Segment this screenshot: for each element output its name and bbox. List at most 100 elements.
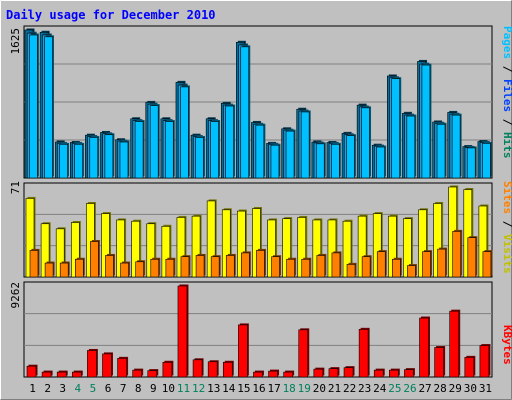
bar-pages-7 (119, 141, 129, 179)
bar-pages-17 (270, 144, 280, 179)
bar-pages-27 (421, 64, 431, 179)
bar-sites-1 (29, 250, 39, 278)
x-tick-label-10: 10 (162, 382, 175, 395)
bar-sites-6 (105, 255, 114, 278)
bar-pages-30 (466, 147, 476, 179)
panel-2 (23, 182, 493, 278)
bar-sites-17 (271, 256, 280, 278)
bar-kbytes-8 (132, 369, 142, 378)
bar-pages-1 (29, 34, 38, 179)
bar-pages-11 (180, 86, 189, 179)
bar-sites-15 (241, 252, 250, 278)
x-tick-label-5: 5 (90, 382, 97, 395)
x-tick-label-21: 21 (328, 382, 341, 395)
bar-sites-30 (467, 237, 477, 278)
bar-sites-28 (437, 248, 446, 278)
bar-kbytes-22 (343, 367, 354, 378)
x-tick-label-22: 22 (343, 382, 356, 395)
x-tick-label-4: 4 (75, 382, 82, 395)
bar-pages-14 (225, 105, 234, 179)
bar-kbytes-29 (449, 310, 460, 378)
x-tick-label-3: 3 (59, 382, 66, 395)
bar-kbytes-28 (434, 347, 444, 378)
bar-kbytes-6 (102, 353, 112, 378)
bar-pages-8 (134, 121, 144, 179)
legend-sep-3: / (501, 214, 512, 234)
bar-sites-19 (301, 258, 311, 278)
bar-pages-2 (44, 36, 53, 179)
x-tick-label-29: 29 (449, 382, 462, 395)
legend-files: Files (501, 79, 512, 112)
bar-pages-18 (285, 130, 295, 179)
bar-kbytes-15 (238, 324, 248, 378)
bar-pages-28 (436, 123, 446, 179)
bar-pages-26 (406, 115, 416, 179)
bar-kbytes-30 (464, 357, 475, 378)
bar-sites-7 (120, 262, 129, 278)
bar-pages-9 (149, 105, 159, 179)
bar-pages-12 (195, 137, 204, 179)
bar-sites-9 (150, 258, 160, 278)
bar-pages-31 (482, 143, 491, 179)
x-tick-label-9: 9 (150, 382, 157, 395)
bar-pages-25 (391, 78, 401, 179)
bar-kbytes-4 (71, 371, 82, 378)
bar-kbytes-18 (283, 371, 293, 378)
bar-pages-20 (315, 143, 325, 179)
x-tick-label-11: 11 (177, 382, 190, 395)
bar-sites-13 (210, 256, 220, 278)
panel-1 (23, 25, 493, 179)
x-tick-label-23: 23 (358, 382, 371, 395)
bar-sites-11 (180, 256, 190, 278)
bar-kbytes-12 (192, 359, 203, 378)
legend-sites: Sites (501, 181, 512, 214)
bar-pages-21 (331, 144, 340, 179)
bar-kbytes-2 (41, 371, 52, 378)
bar-sites-10 (165, 258, 175, 278)
bar-sites-16 (256, 250, 265, 278)
x-tick-label-24: 24 (373, 382, 387, 395)
bar-pages-29 (451, 114, 461, 179)
x-tick-label-25: 25 (388, 382, 401, 395)
bar-kbytes-17 (268, 370, 278, 378)
bar-sites-27 (422, 251, 431, 278)
bar-kbytes-7 (117, 358, 127, 378)
bar-pages-3 (59, 144, 68, 179)
bar-sites-25 (392, 258, 401, 278)
x-tick-label-12: 12 (192, 382, 205, 395)
bar-sites-18 (286, 258, 295, 278)
bar-sites-2 (44, 262, 54, 278)
bar-sites-21 (331, 252, 341, 278)
bar-sites-31 (482, 251, 492, 278)
bar-kbytes-9 (147, 370, 158, 378)
x-axis-labels: 1 2 3 4 5 6 7 8 9 10 11 12 13 14 15 16 17 18 19 20 21 22 23 24 2… (29, 382, 492, 395)
bar-sites-5 (90, 241, 99, 278)
bar-kbytes-31 (479, 345, 490, 378)
legend-pages: Pages (501, 26, 512, 59)
x-tick-label-15: 15 (237, 382, 250, 395)
bar-sites-23 (361, 256, 371, 278)
bar-sites-29 (452, 231, 462, 278)
bar-pages-16 (255, 124, 265, 179)
bottom-ytick-label: 9262 (9, 282, 22, 309)
bar-sites-20 (316, 255, 326, 278)
legend-hits-2: Hits (501, 132, 512, 159)
bar-pages-24 (376, 146, 385, 179)
bar-pages-10 (164, 121, 174, 179)
panel-frame (23, 281, 493, 378)
bar-kbytes-3 (56, 371, 67, 378)
bar-pages-13 (210, 121, 219, 179)
bar-pages-23 (361, 107, 370, 179)
bar-kbytes-14 (222, 361, 233, 378)
bar-kbytes-27 (419, 317, 429, 378)
bar-kbytes-25 (389, 369, 399, 378)
bar-sites-3 (59, 262, 69, 278)
bar-pages-19 (300, 111, 310, 179)
x-tick-label-6: 6 (105, 382, 112, 395)
x-tick-label-16: 16 (252, 382, 265, 395)
bar-kbytes-5 (87, 350, 97, 378)
top-legend-full: Pages / Files / Hits (501, 26, 512, 159)
legend-sep-1: / (501, 59, 512, 79)
chart-title: Daily usage for December 2010 (6, 8, 216, 22)
